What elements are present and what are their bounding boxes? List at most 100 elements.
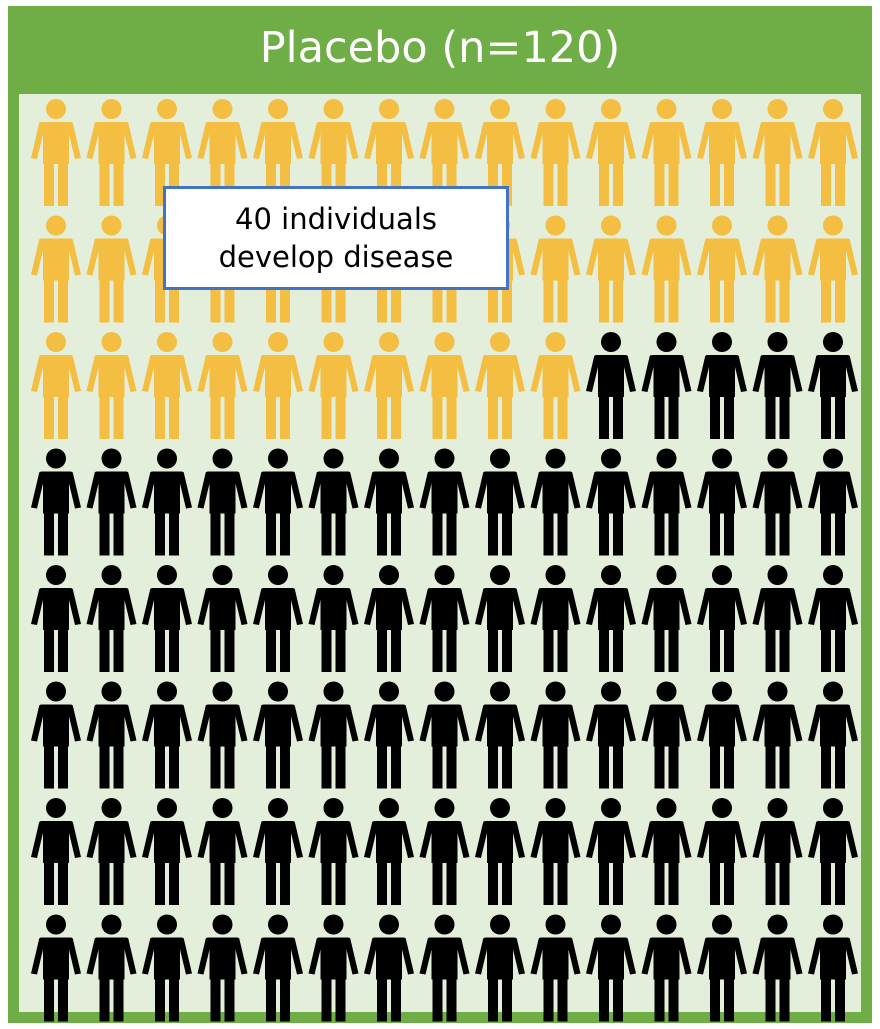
group-title: Placebo (n=120) [259, 23, 621, 73]
person-icon-healthy [86, 448, 137, 556]
person-icon-healthy [364, 914, 414, 1022]
person-icon-healthy [31, 681, 81, 789]
person-icon-healthy [308, 798, 359, 905]
person-icon-healthy [697, 914, 747, 1022]
callout-line-2: develop disease [218, 240, 454, 274]
person-icon-healthy [308, 914, 359, 1022]
person-icon-healthy [530, 798, 581, 905]
person-icon-healthy [31, 798, 81, 905]
person-icon-diseased [475, 99, 525, 206]
person-icon-diseased [197, 99, 248, 206]
person-icon-healthy [253, 914, 303, 1022]
person-icon-healthy [142, 448, 192, 556]
person-icon-diseased [86, 99, 137, 206]
person-icon-healthy [364, 681, 414, 789]
person-icon-diseased [808, 215, 858, 323]
person-icon-healthy [808, 565, 858, 672]
person-icon-healthy [475, 565, 525, 672]
person-icon-healthy [808, 332, 858, 439]
person-icon-healthy [86, 798, 137, 905]
person-icon-healthy [697, 798, 747, 905]
person-icon-diseased [641, 215, 692, 323]
person-icon-diseased [697, 99, 747, 206]
person-icon-diseased [364, 99, 414, 206]
person-icon-diseased [308, 99, 359, 206]
person-icon-healthy [586, 332, 636, 439]
person-icon-healthy [641, 448, 692, 556]
person-icon-healthy [530, 448, 581, 556]
person-icon-healthy [808, 914, 858, 1022]
person-icon-healthy [197, 565, 248, 672]
person-icon-diseased [31, 332, 81, 439]
person-icon-healthy [308, 681, 359, 789]
person-icon-healthy [752, 798, 803, 905]
person-icon-healthy [808, 448, 858, 556]
person-icon-healthy [253, 448, 303, 556]
person-icon-diseased [364, 332, 414, 439]
person-icon-healthy [475, 914, 525, 1022]
person-icon-diseased [475, 332, 525, 439]
person-icon-healthy [586, 448, 636, 556]
person-icon-healthy [197, 798, 248, 905]
person-icon-healthy [752, 681, 803, 789]
person-icon-healthy [697, 565, 747, 672]
person-icon-diseased [586, 99, 636, 206]
person-icon-healthy [142, 798, 192, 905]
person-icon-healthy [142, 681, 192, 789]
person-icon-healthy [752, 448, 803, 556]
person-icon-healthy [697, 448, 747, 556]
person-icon-healthy [308, 448, 359, 556]
person-icon-diseased [86, 332, 137, 439]
person-icon-healthy [697, 681, 747, 789]
person-icon-healthy [86, 565, 137, 672]
person-icon-diseased [31, 215, 81, 323]
person-icon-diseased [586, 215, 636, 323]
person-icon-diseased [86, 215, 137, 323]
person-icon-healthy [586, 914, 636, 1022]
person-icon-diseased [253, 99, 303, 206]
person-icon-healthy [752, 565, 803, 672]
person-icon-diseased [142, 99, 192, 206]
person-icon-healthy [808, 681, 858, 789]
person-icon-diseased [308, 332, 359, 439]
person-icon-healthy [142, 565, 192, 672]
person-icon-diseased [697, 215, 747, 323]
person-icon-healthy [586, 681, 636, 789]
person-icon-diseased [142, 332, 192, 439]
person-icon-healthy [419, 681, 470, 789]
person-icon-diseased [419, 99, 470, 206]
person-icon-healthy [86, 681, 137, 789]
person-icon-diseased [419, 332, 470, 439]
person-icon-healthy [475, 798, 525, 905]
disease-callout-box: 40 individuals develop disease [163, 186, 509, 290]
person-icon-healthy [253, 798, 303, 905]
person-icon-healthy [197, 681, 248, 789]
person-icon-healthy [808, 798, 858, 905]
person-icon-healthy [641, 914, 692, 1022]
person-icon-healthy [752, 914, 803, 1022]
person-icon-healthy [530, 681, 581, 789]
person-icon-healthy [197, 914, 248, 1022]
person-icon-healthy [530, 914, 581, 1022]
person-icon-healthy [530, 565, 581, 672]
person-icon-healthy [641, 681, 692, 789]
person-icon-healthy [586, 565, 636, 672]
person-icon-diseased [530, 332, 581, 439]
person-icon-diseased [31, 99, 81, 206]
person-icon-healthy [419, 448, 470, 556]
person-icon-healthy [308, 565, 359, 672]
person-icon-healthy [641, 798, 692, 905]
person-icon-diseased [641, 99, 692, 206]
person-icon-healthy [475, 448, 525, 556]
person-icon-healthy [31, 565, 81, 672]
person-icon-healthy [364, 798, 414, 905]
person-icon-healthy [31, 448, 81, 556]
person-icon-diseased [253, 332, 303, 439]
person-icon-healthy [253, 681, 303, 789]
person-icon-healthy [86, 914, 137, 1022]
person-icon-healthy [364, 565, 414, 672]
person-icon-diseased [752, 99, 803, 206]
person-icon-diseased [808, 99, 858, 206]
person-icon-healthy [475, 681, 525, 789]
